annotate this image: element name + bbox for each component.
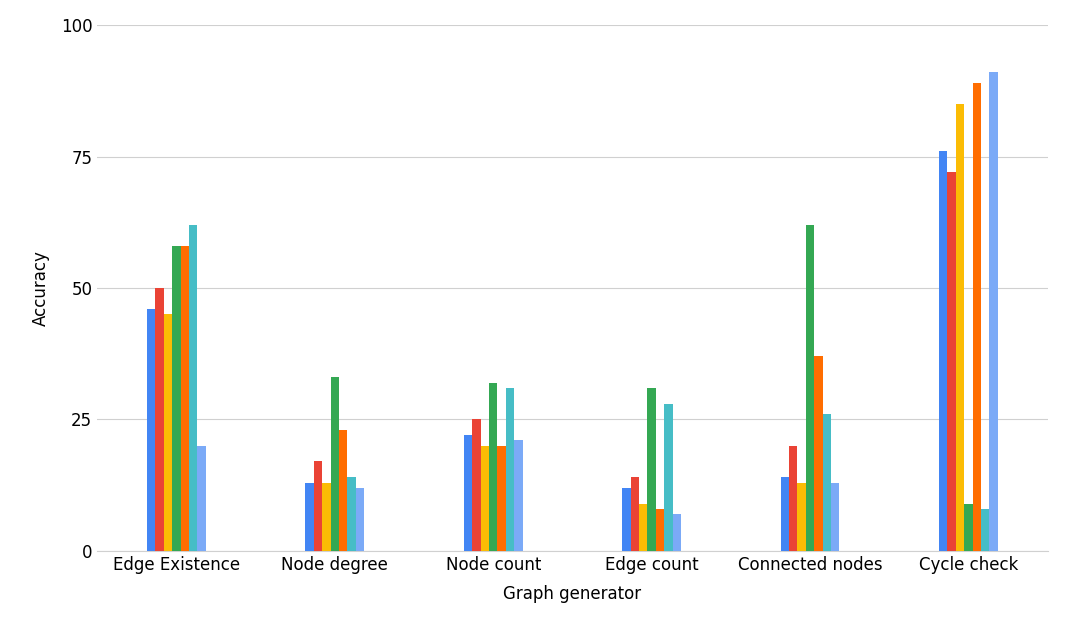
Bar (156, 288, 164, 551)
Bar (314, 461, 322, 551)
Bar (306, 483, 314, 551)
Bar (947, 172, 956, 551)
Bar (939, 151, 947, 551)
Bar (505, 388, 514, 551)
Bar (981, 509, 989, 551)
Bar (339, 430, 348, 551)
Bar (806, 225, 814, 551)
Bar (514, 441, 523, 551)
Bar (322, 483, 330, 551)
Bar (656, 509, 664, 551)
Bar (647, 388, 656, 551)
Bar (172, 246, 180, 551)
Bar (472, 419, 481, 551)
Bar (198, 446, 206, 551)
Bar (639, 503, 647, 551)
Bar (964, 503, 973, 551)
Bar (789, 446, 797, 551)
Bar (781, 477, 789, 551)
Bar (814, 356, 823, 551)
Bar (673, 514, 681, 551)
Bar (498, 446, 505, 551)
Bar (489, 382, 498, 551)
Bar (348, 477, 355, 551)
Bar (956, 104, 964, 551)
Bar (355, 488, 364, 551)
X-axis label: Graph generator: Graph generator (503, 585, 642, 603)
Bar (189, 225, 198, 551)
Bar (330, 377, 339, 551)
Bar (631, 477, 639, 551)
Bar (831, 483, 839, 551)
Y-axis label: Accuracy: Accuracy (31, 250, 50, 326)
Bar (463, 435, 472, 551)
Bar (164, 314, 172, 551)
Bar (622, 488, 631, 551)
Bar (147, 309, 156, 551)
Bar (823, 414, 831, 551)
Bar (481, 446, 489, 551)
Bar (989, 73, 998, 551)
Bar (797, 483, 806, 551)
Bar (180, 246, 189, 551)
Bar (973, 83, 981, 551)
Bar (664, 404, 673, 551)
